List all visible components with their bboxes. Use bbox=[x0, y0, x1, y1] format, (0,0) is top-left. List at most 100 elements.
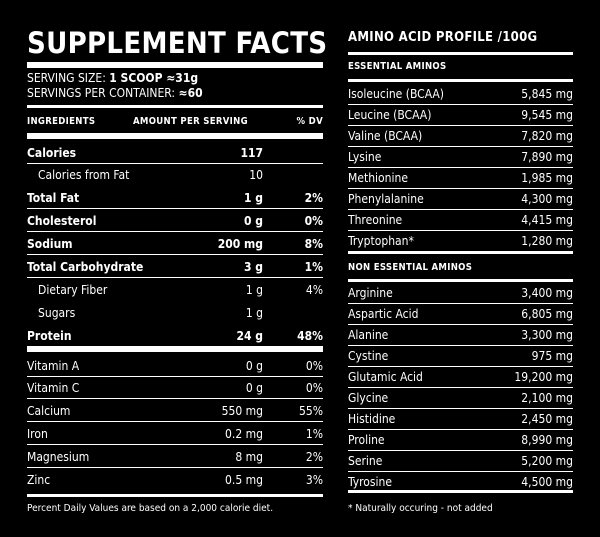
amino-name: Aspartic Acid bbox=[348, 307, 419, 321]
nutrient-dv: 1% bbox=[305, 427, 323, 441]
amino-name: Arginine bbox=[348, 286, 393, 300]
nutrient-dv: 0% bbox=[305, 381, 323, 395]
supplement-facts-title: SUPPLEMENT FACTS bbox=[27, 26, 328, 60]
header-amount-per-serving: AMOUNT PER SERVING bbox=[133, 116, 248, 127]
amino-amount: 2,100 mg bbox=[521, 391, 573, 405]
row-divider bbox=[27, 444, 323, 445]
row-divider bbox=[348, 209, 573, 210]
row-divider bbox=[348, 146, 573, 147]
nutrient-name: Total Carbohydrate bbox=[27, 260, 144, 274]
nutrient-dv: 8% bbox=[304, 237, 323, 251]
amino-amount: 6,805 mg bbox=[521, 307, 573, 321]
nutrient-name: Zinc bbox=[27, 473, 51, 487]
list-item: Glycine 2,100 mg bbox=[348, 388, 573, 409]
amino-name: Cystine bbox=[348, 349, 389, 363]
table-row: Total Carbohydrate 3 g 1% bbox=[27, 256, 323, 278]
amino-name: Lysine bbox=[348, 150, 382, 164]
row-divider bbox=[348, 471, 573, 472]
essential-heading-rule bbox=[348, 79, 573, 82]
nutrient-name: Calories from Fat bbox=[38, 168, 130, 182]
nutrient-dv: 2% bbox=[304, 191, 323, 205]
essential-aminos-heading: ESSENTIAL AMINOS bbox=[348, 61, 447, 72]
nutrient-dv: 0% bbox=[304, 214, 323, 228]
list-item: Proline 8,990 mg bbox=[348, 430, 573, 451]
table-row: Cholesterol 0 g 0% bbox=[27, 210, 323, 232]
row-divider bbox=[348, 167, 573, 168]
amino-amount: 9,545 mg bbox=[521, 108, 573, 122]
amino-amount: 2,450 mg bbox=[521, 412, 573, 426]
list-item: Aspartic Acid 6,805 mg bbox=[348, 304, 573, 325]
nutrient-name: Cholesterol bbox=[27, 214, 97, 228]
amino-amount: 1,985 mg bbox=[521, 171, 573, 185]
amino-amount: 5,200 mg bbox=[521, 454, 573, 468]
table-row: Sodium 200 mg 8% bbox=[27, 233, 323, 255]
amino-amount: 1,280 mg bbox=[521, 234, 573, 248]
amino-name: Alanine bbox=[348, 328, 389, 342]
nutrient-name: Sodium bbox=[27, 237, 73, 251]
nutrient-dv: 48% bbox=[297, 329, 323, 343]
table-row: Dietary Fiber 1 g 4% bbox=[27, 279, 323, 301]
nutrient-dv: 0% bbox=[305, 359, 323, 373]
nutrient-name: Iron bbox=[27, 427, 48, 441]
row-divider bbox=[27, 163, 323, 164]
nonessential-heading-rule bbox=[348, 279, 573, 282]
list-item: Histidine 2,450 mg bbox=[348, 409, 573, 430]
nutrient-amount: 0 g bbox=[245, 359, 263, 373]
serving-size-label: SERVING SIZE: bbox=[27, 71, 106, 85]
table-row: Sugars 1 g bbox=[27, 302, 323, 324]
amino-amount: 5,845 mg bbox=[521, 87, 573, 101]
row-divider bbox=[27, 421, 323, 422]
nutrient-amount: 0.5 mg bbox=[225, 473, 263, 487]
tryptophan-footnote: * Naturally occuring - not added bbox=[348, 503, 493, 514]
amino-name: Isoleucine (BCAA) bbox=[348, 87, 445, 101]
amino-profile-title: AMINO ACID PROFILE /100G bbox=[348, 30, 538, 45]
list-item: Cystine 975 mg bbox=[348, 346, 573, 367]
nutrient-amount: 550 mg bbox=[221, 404, 263, 418]
nutrient-amount: 10 bbox=[249, 168, 263, 182]
header-percent-dv: % DV bbox=[296, 116, 323, 127]
table-row: Total Fat 1 g 2% bbox=[27, 187, 323, 209]
amino-amount: 975 mg bbox=[531, 349, 573, 363]
amino-amount: 3,300 mg bbox=[521, 328, 573, 342]
row-divider bbox=[27, 398, 323, 399]
table-row: Vitamin A 0 g 0% bbox=[27, 355, 323, 377]
list-item: Serine 5,200 mg bbox=[348, 451, 573, 472]
list-item: Alanine 3,300 mg bbox=[348, 325, 573, 346]
table-bottom-rule bbox=[27, 494, 323, 497]
macros-bottom-rule bbox=[27, 346, 323, 352]
amino-amount: 7,820 mg bbox=[521, 129, 573, 143]
row-divider bbox=[348, 387, 573, 388]
amino-name: Threonine bbox=[348, 213, 403, 227]
nutrient-amount: 0.2 mg bbox=[225, 427, 263, 441]
row-divider bbox=[27, 376, 323, 377]
list-item: Leucine (BCAA) 9,545 mg bbox=[348, 105, 573, 126]
amino-name: Histidine bbox=[348, 412, 396, 426]
amino-name: Leucine (BCAA) bbox=[348, 108, 432, 122]
nutrient-name: Protein bbox=[27, 329, 72, 343]
table-row: Iron 0.2 mg 1% bbox=[27, 423, 323, 445]
amino-name: Tyrosine bbox=[348, 475, 392, 489]
list-item: Phenylalanine 4,300 mg bbox=[348, 189, 573, 210]
nutrient-amount: 200 mg bbox=[217, 237, 263, 251]
essential-bottom-rule bbox=[348, 251, 573, 254]
table-row: Calories from Fat 10 bbox=[27, 164, 323, 186]
table-row: Magnesium 8 mg 2% bbox=[27, 446, 323, 468]
list-item: Tryptophan* 1,280 mg bbox=[348, 231, 573, 252]
amino-name: Methionine bbox=[348, 171, 408, 185]
nonessential-aminos-heading: NON ESSENTIAL AMINOS bbox=[348, 262, 473, 273]
nutrient-dv: 1% bbox=[304, 260, 323, 274]
serving-size-line: SERVING SIZE: 1 SCOOP ≈31g bbox=[27, 71, 198, 85]
list-item: Threonine 4,415 mg bbox=[348, 210, 573, 231]
nutrient-name: Calories bbox=[27, 146, 77, 160]
list-item: Valine (BCAA) 7,820 mg bbox=[348, 126, 573, 147]
nutrient-dv: 4% bbox=[305, 283, 323, 297]
nutrient-name: Vitamin C bbox=[27, 381, 80, 395]
row-divider bbox=[348, 125, 573, 126]
row-divider bbox=[348, 429, 573, 430]
row-divider bbox=[27, 254, 323, 255]
row-divider bbox=[348, 230, 573, 231]
row-divider bbox=[348, 188, 573, 189]
list-item: Tyrosine 4,500 mg bbox=[348, 472, 573, 493]
row-divider bbox=[348, 366, 573, 367]
nutrient-name: Magnesium bbox=[27, 450, 90, 464]
